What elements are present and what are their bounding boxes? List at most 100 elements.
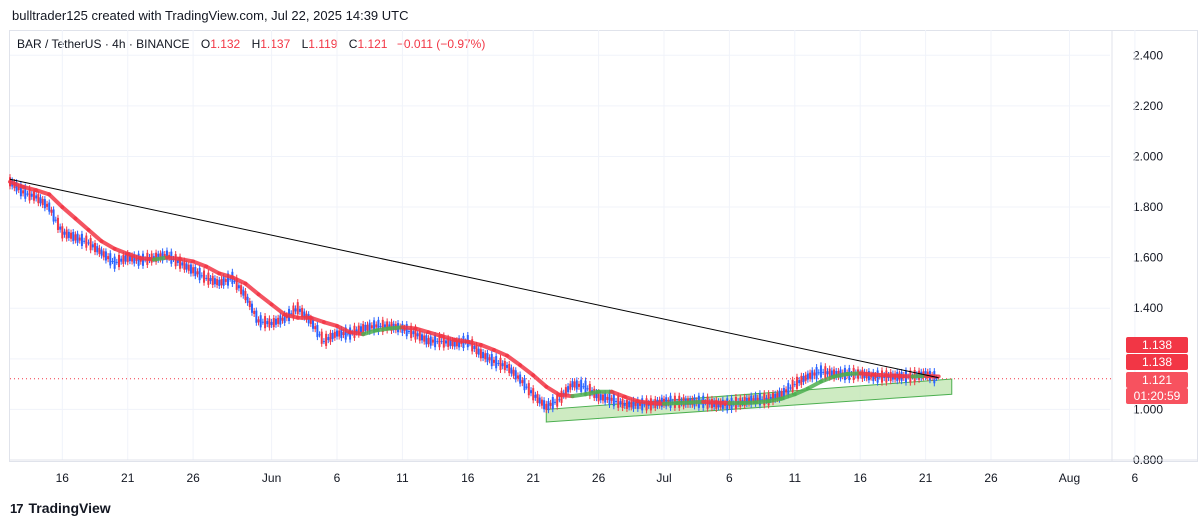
moving-average-segment: [557, 392, 575, 399]
candle-body: [442, 335, 445, 348]
candle-body: [298, 308, 301, 312]
moving-average-segment: [348, 330, 366, 337]
candle-body: [497, 363, 500, 365]
moving-average-segment: [531, 373, 549, 389]
candle-body: [538, 397, 541, 404]
candle-body: [490, 354, 493, 367]
moving-average-segment: [818, 374, 837, 384]
x-tick-label: Aug: [1059, 471, 1080, 485]
candle-body: [220, 279, 223, 286]
candle-body: [37, 194, 40, 204]
candle-body: [826, 371, 829, 375]
candle-body: [793, 384, 796, 386]
candle-body: [521, 380, 524, 384]
candle-body: [189, 264, 192, 274]
candle-body: [107, 256, 110, 260]
candle-body: [473, 345, 476, 349]
candle-body: [828, 368, 831, 378]
candle-body: [569, 383, 572, 390]
candle-body: [72, 232, 75, 242]
candle-body: [102, 251, 105, 258]
candle-body: [813, 372, 816, 376]
candle-body: [237, 285, 240, 289]
candle-body: [769, 396, 772, 400]
candle-body: [449, 339, 452, 346]
moving-average-segment: [125, 251, 143, 261]
candle-body: [833, 369, 836, 379]
candle-body: [440, 341, 443, 343]
candle-body: [327, 337, 330, 341]
moving-average-segment: [164, 255, 183, 261]
x-tick-label: 16: [461, 471, 475, 485]
candle-body: [503, 361, 506, 371]
candle-body: [621, 398, 624, 409]
candle-body: [316, 324, 319, 338]
descending-trendline: [9, 178, 939, 379]
candle-body: [122, 254, 125, 264]
candle-body: [471, 339, 474, 352]
candle-body: [87, 242, 90, 244]
candle-body: [224, 278, 227, 282]
candle-body: [63, 231, 66, 235]
candle-body: [479, 349, 482, 359]
moving-average-segment: [256, 292, 274, 307]
close-key: C: [348, 37, 358, 51]
candle-body: [817, 372, 820, 374]
candle-body: [268, 318, 271, 328]
open-key: O: [200, 37, 211, 51]
candle-body: [181, 262, 184, 266]
candle-body: [194, 267, 197, 277]
x-tick-label: 6: [334, 471, 341, 485]
candle-body: [935, 378, 938, 380]
candle-body: [128, 255, 131, 262]
candle-body: [604, 393, 607, 403]
candle-body: [643, 404, 646, 406]
moving-average-segment: [308, 315, 326, 325]
x-tick-label: 16: [56, 471, 70, 485]
candle-body: [94, 242, 97, 253]
chart-frame: [9, 30, 1198, 462]
candle-body: [211, 275, 214, 285]
candle-body: [822, 371, 825, 373]
tradingview-logo[interactable]: 17 TradingView: [10, 500, 111, 516]
candle-body: [586, 388, 589, 390]
candle-body: [802, 376, 805, 383]
candle-body: [776, 392, 779, 399]
moving-average-segment: [243, 281, 261, 297]
candle-body: [414, 327, 417, 340]
candle-body: [495, 356, 498, 369]
candle-body: [133, 254, 136, 264]
moving-average-segment: [8, 179, 26, 189]
candle-body: [558, 399, 561, 401]
moving-average-segment: [792, 386, 810, 397]
last-price-tag: 1.121: [1126, 372, 1188, 388]
candle-body: [772, 393, 774, 403]
candle-body: [43, 199, 46, 209]
moving-average-segment: [688, 399, 706, 405]
candle-body: [405, 324, 408, 337]
candle-body: [501, 363, 504, 367]
candle-body: [418, 331, 421, 341]
low-value: 1.119: [308, 37, 338, 51]
moving-average-segment: [361, 328, 379, 337]
candle-body: [235, 277, 238, 290]
moving-average-segment: [230, 275, 248, 286]
candle-body: [205, 277, 208, 279]
candle-body: [536, 393, 539, 404]
candle-body: [835, 370, 838, 378]
candle-body: [551, 397, 554, 410]
candle-body: [296, 302, 299, 315]
candle-body: [632, 399, 635, 409]
candle-body: [39, 197, 42, 204]
moving-average-segment: [858, 371, 876, 377]
moving-average-segment: [465, 339, 483, 347]
symbol-label[interactable]: BAR / TetherUS · 4h · BINANCE: [17, 37, 190, 51]
candle-body: [599, 394, 602, 401]
candle-body: [255, 310, 258, 323]
candle-body: [612, 394, 615, 407]
moving-average-segment: [635, 399, 653, 406]
candle-body: [281, 317, 284, 321]
moving-average-segment: [387, 325, 405, 331]
candle-body: [28, 188, 31, 201]
